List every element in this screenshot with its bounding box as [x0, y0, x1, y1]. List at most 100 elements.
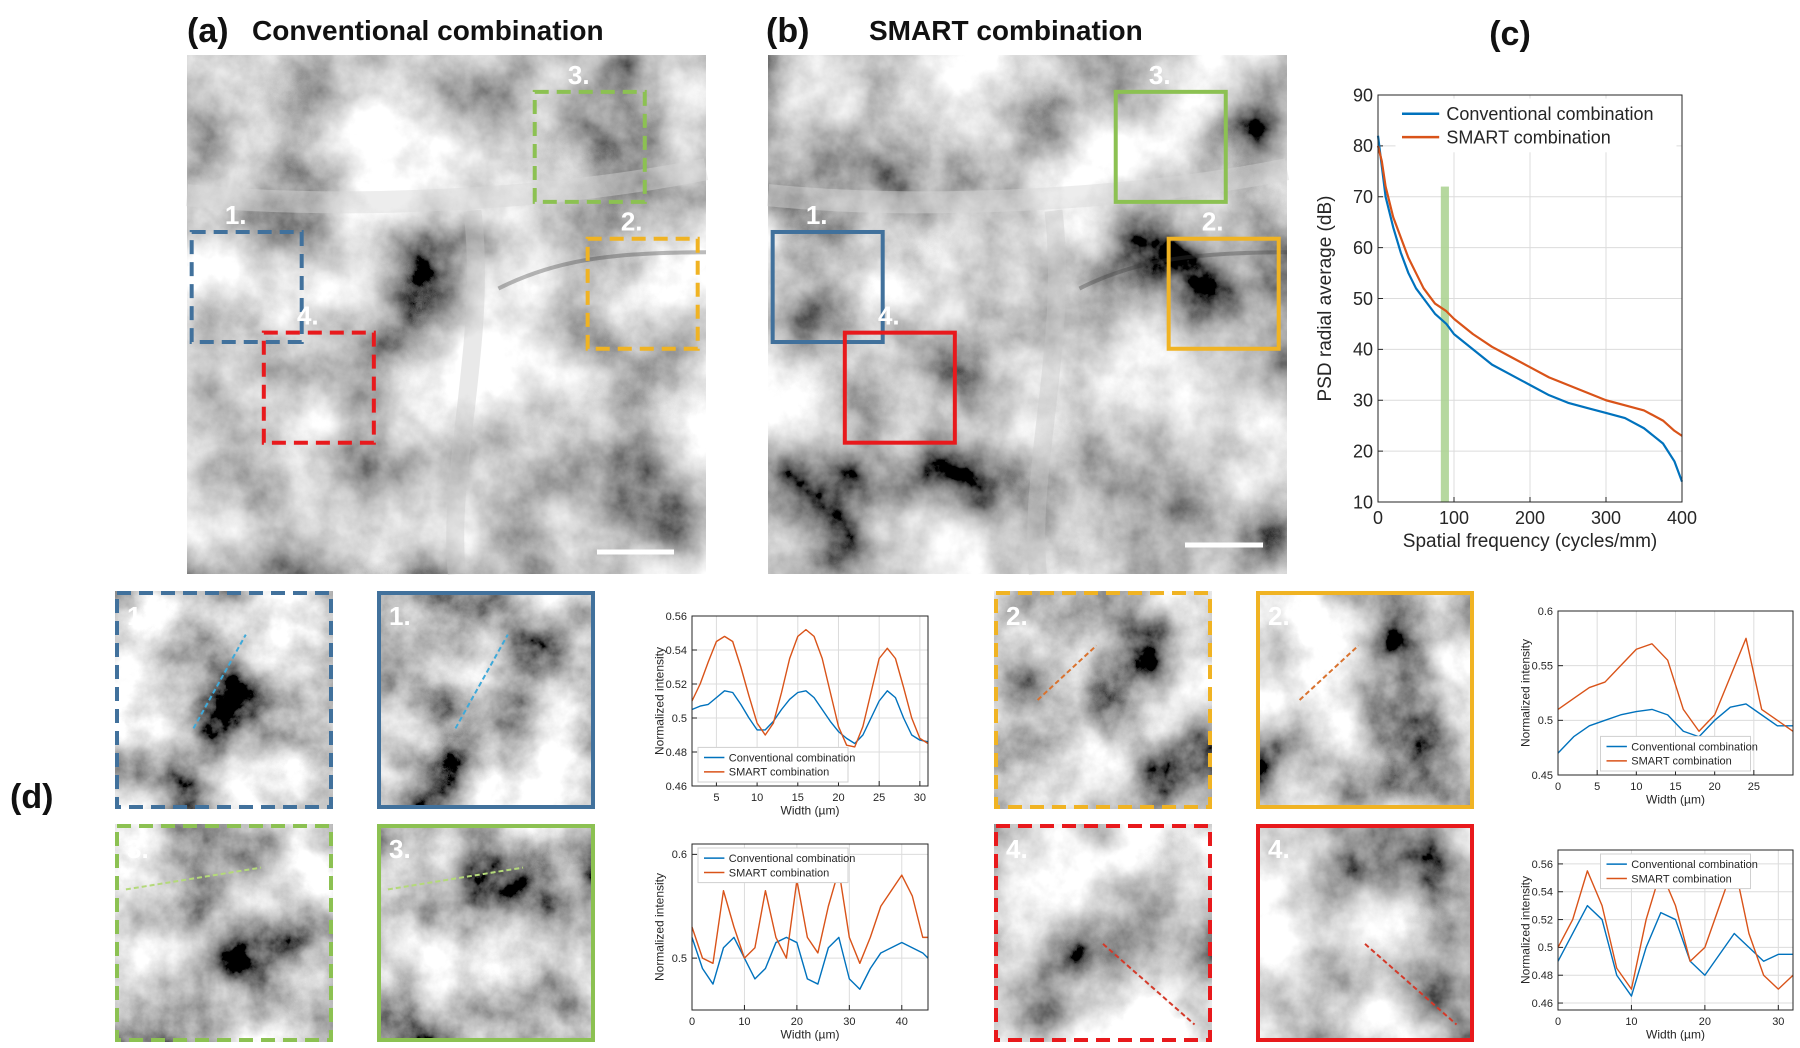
- x-tick-label: 0: [1373, 508, 1383, 528]
- axes-frame: [691, 843, 929, 1011]
- y-tick-label: 0.5: [672, 953, 687, 965]
- profile-line: [387, 866, 524, 891]
- crop-border: [115, 824, 333, 1042]
- series-line: [1557, 703, 1793, 754]
- x-tick-label: 30: [1772, 1016, 1784, 1028]
- legend-label: SMART combination: [1631, 873, 1731, 885]
- x-tick-label: 20: [832, 792, 844, 804]
- profile-line: [125, 866, 262, 891]
- x-tick-label: 5: [1594, 781, 1600, 793]
- x-tick-label: 25: [1748, 781, 1760, 793]
- x-tick-label: 0: [1555, 1016, 1561, 1028]
- y-tick-label: 50: [1353, 289, 1373, 309]
- y-tick-label: 20: [1353, 441, 1373, 461]
- region-box: [1113, 89, 1228, 204]
- x-tick-label: 0: [689, 1016, 695, 1028]
- region-label: 1.: [806, 200, 828, 230]
- vessel: [497, 250, 707, 291]
- region-label: 4.: [878, 301, 900, 331]
- y-tick-label: 0.54: [666, 645, 687, 657]
- axes-frame: [691, 615, 929, 787]
- y-tick-label: 0.5: [1538, 942, 1553, 954]
- series-line: [1557, 904, 1793, 997]
- crop-border: [377, 591, 595, 809]
- y-tick-label: 80: [1353, 136, 1373, 156]
- vessel: [766, 158, 1290, 214]
- crop-border: [994, 591, 1212, 809]
- y-tick-label: 0.54: [1532, 887, 1553, 899]
- x-tick-label: 300: [1591, 508, 1621, 528]
- legend-box: [1395, 98, 1677, 153]
- crop-border: [1256, 591, 1474, 809]
- panel-label: (a): [187, 12, 229, 50]
- series-line: [691, 628, 929, 748]
- series-line: [1557, 637, 1794, 732]
- profile-line: [1036, 644, 1098, 701]
- chart-title: (c): [1489, 15, 1531, 53]
- y-tick-label: 0.6: [672, 849, 687, 861]
- y-tick-label: 0.52: [1532, 914, 1553, 926]
- y-tick-label: 40: [1353, 340, 1373, 360]
- y-tick-label: 0.56: [666, 611, 687, 623]
- chart: 0 100 200 300 400 10 20 30 40 50 60 70 80 90 Spatial f…: [1315, 15, 1697, 552]
- axes-frame: [1557, 610, 1794, 776]
- legend-box: [1600, 853, 1751, 890]
- chart: 0 10 20 30 40 0.5 0.6 Width (µm) Normalized inte…: [652, 843, 929, 1041]
- y-axis-label: Normalized intensity: [1518, 876, 1532, 984]
- x-tick-label: 15: [792, 792, 804, 804]
- highlight-band: [1440, 186, 1449, 502]
- vessel: [1027, 209, 1066, 575]
- y-tick-label: 60: [1353, 238, 1373, 258]
- crop-border: [994, 824, 1212, 1042]
- region-label: 4.: [297, 301, 319, 331]
- vessel: [185, 158, 709, 214]
- y-tick-label: 0.6: [1538, 606, 1553, 618]
- crop-image: [994, 824, 1212, 1042]
- legend-label: SMART combination: [1446, 127, 1610, 147]
- panel-label: (b): [766, 12, 809, 50]
- y-axis-label: Normalized intensity: [652, 873, 666, 981]
- y-axis-label: Normalized intensity: [1518, 639, 1532, 747]
- region-label: 4.: [1006, 834, 1028, 864]
- legend-label: Conventional combination: [1446, 104, 1653, 124]
- series-line: [691, 869, 928, 965]
- x-tick-label: 30: [843, 1016, 855, 1028]
- y-tick-label: 0.5: [672, 713, 687, 725]
- region-box: [189, 229, 304, 345]
- crop-image: [1256, 824, 1474, 1042]
- region-label: 3.: [568, 60, 590, 90]
- legend-label: Conventional combination: [1631, 741, 1758, 753]
- x-tick-label: 20: [1709, 781, 1721, 793]
- panel-title: SMART combination: [869, 15, 1143, 46]
- axes-frame: [1377, 94, 1683, 503]
- region-box: [770, 229, 885, 345]
- crop-image: [377, 591, 595, 809]
- chart: 5 10 15 20 25 30 0.46 0.48 0.5 0.52 0.54 0.56 Width …: [652, 611, 929, 817]
- y-tick-label: 0.5: [1538, 715, 1553, 727]
- x-tick-label: 10: [1625, 1016, 1637, 1028]
- y-tick-label: 0.52: [666, 679, 687, 691]
- x-tick-label: 25: [873, 792, 885, 804]
- series-line: [691, 936, 929, 990]
- profile-line: [192, 634, 247, 729]
- x-tick-label: 30: [914, 792, 926, 804]
- x-tick-label: 400: [1667, 508, 1697, 528]
- region-box: [261, 330, 376, 445]
- y-tick-label: 0.48: [1532, 970, 1553, 982]
- axes-frame: [1557, 849, 1794, 1011]
- region-box: [532, 89, 647, 204]
- x-tick-label: 40: [896, 1016, 908, 1028]
- figure-content: 1. 2.3.4.1. 2.3.4.1. 1. 2. 2.3. 3. 4. 4.0 100 200 3…: [115, 15, 1794, 1042]
- crop-image: [1256, 591, 1474, 809]
- region-label: 3.: [1149, 60, 1171, 90]
- x-axis-label: Spatial frequency (cycles/mm): [1403, 531, 1657, 552]
- profile-line: [454, 634, 509, 729]
- x-axis-label: Width (µm): [781, 803, 840, 817]
- x-tick-label: 100: [1439, 508, 1469, 528]
- crop-image: [115, 824, 333, 1042]
- series-line: [691, 690, 929, 745]
- region-box: [842, 330, 957, 445]
- vessel: [1078, 250, 1288, 291]
- region-label: 1.: [225, 200, 247, 230]
